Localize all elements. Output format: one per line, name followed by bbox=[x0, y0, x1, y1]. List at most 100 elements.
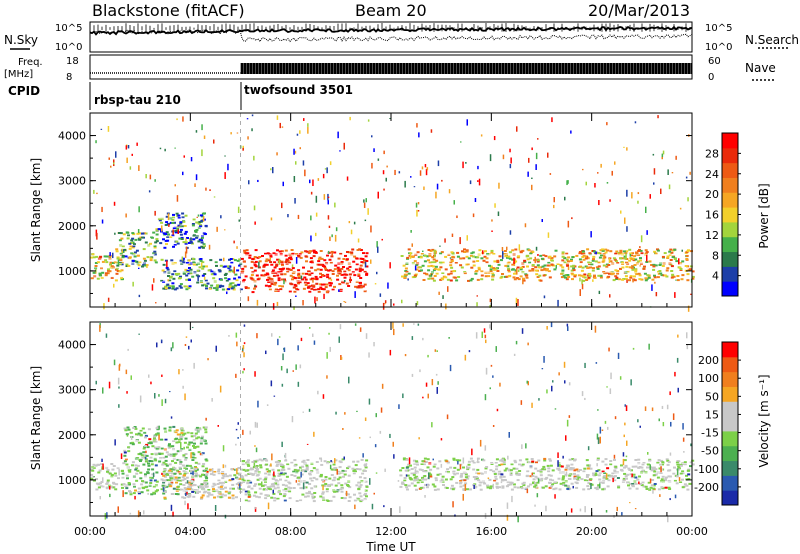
velocity-y-tick-label: 2000 bbox=[58, 429, 86, 442]
velocity-colorbar-tick-label: -15 bbox=[701, 427, 719, 440]
velocity-echo-region bbox=[240, 457, 369, 503]
power-colorbar-swatch bbox=[722, 236, 738, 253]
beam-title: Beam 20 bbox=[355, 1, 427, 20]
freq-tick-top: 18 bbox=[66, 56, 79, 67]
power-colorbar-swatch bbox=[722, 207, 738, 223]
velocity-ylabel: Slant Range [km] bbox=[29, 366, 43, 470]
power-colorbar-swatch bbox=[722, 177, 738, 193]
cpid-segment-0: rbsp-tau 210 bbox=[94, 93, 181, 107]
velocity-echo-region bbox=[398, 457, 695, 491]
power-echo-region bbox=[90, 253, 124, 282]
power-y-tick-label: 4000 bbox=[58, 130, 86, 143]
power-colorbar-swatch bbox=[722, 281, 738, 297]
noise-tick-right-top: 10^5 bbox=[705, 23, 732, 34]
power-ylabel: Slant Range [km] bbox=[29, 158, 43, 262]
velocity-colorbar-tick-label: 50 bbox=[705, 390, 719, 403]
x-tick-label: 20:00 bbox=[576, 525, 608, 538]
power-data bbox=[90, 113, 695, 312]
power-axes: 1000 2000 3000 4000 bbox=[58, 113, 693, 307]
velocity-data bbox=[90, 322, 695, 523]
velocity-colorbar-label: Velocity [m s⁻¹] bbox=[757, 374, 771, 467]
power-colorbar-swatch bbox=[722, 221, 738, 238]
power-colorbar-swatch bbox=[722, 251, 738, 267]
x-tick-label: 12:00 bbox=[375, 525, 407, 538]
x-tick-label: 00:00 bbox=[74, 525, 106, 538]
nsky-label: N.Sky bbox=[4, 33, 38, 47]
power-colorbar-tick-label: 24 bbox=[705, 168, 719, 181]
power-colorbar-swatch bbox=[722, 133, 738, 149]
velocity-y-tick-label: 1000 bbox=[58, 474, 86, 487]
nave-tick-top: 60 bbox=[708, 56, 721, 67]
velocity-colorbar-swatch bbox=[722, 490, 738, 506]
x-tick-label: 00:00 bbox=[676, 525, 708, 538]
velocity-y-tick-label: 4000 bbox=[58, 339, 86, 352]
velocity-colorbar-tick-label: -100 bbox=[694, 463, 719, 476]
power-colorbar-tick-label: 16 bbox=[705, 209, 719, 222]
nsearch-trace bbox=[89, 29, 693, 43]
x-tick-label: 04:00 bbox=[174, 525, 206, 538]
velocity-colorbar-swatch bbox=[722, 445, 738, 462]
velocity-colorbar-frame bbox=[721, 341, 739, 506]
velocity-colorbar-tick-label: -200 bbox=[694, 481, 719, 494]
power-colorbar-tick-label: 8 bbox=[712, 249, 719, 262]
nsearch-label: N.Search bbox=[745, 33, 799, 47]
noise-tick-left-top: 10^5 bbox=[55, 23, 82, 34]
velocity-colorbar-tick-label: 100 bbox=[698, 372, 719, 385]
power-y-tick-label: 3000 bbox=[58, 175, 86, 188]
power-echo-region bbox=[160, 257, 243, 291]
power-colorbar-tick-label: 4 bbox=[712, 270, 719, 283]
power-colorbar-swatch bbox=[722, 266, 738, 282]
velocity-colorbar: 200 100 50 15 -15 -50 -100 -200 bbox=[694, 341, 741, 506]
power-colorbar: 4 8 12 16 20 24 28 bbox=[705, 132, 741, 297]
freq-tick-bottom: 8 bbox=[66, 72, 72, 83]
velocity-colorbar-tick-label: 15 bbox=[705, 408, 719, 421]
power-colorbar-tick-label: 12 bbox=[705, 229, 719, 242]
x-axis-label: Time UT bbox=[365, 540, 416, 554]
power-colorbar-swatch bbox=[722, 192, 738, 208]
velocity-colorbar-swatch bbox=[722, 475, 738, 491]
nave-label: Nave bbox=[745, 61, 776, 75]
freq-label-line1: Freq. bbox=[18, 57, 43, 68]
velocity-scatter-echoes bbox=[93, 322, 692, 523]
power-scatter-echoes bbox=[93, 114, 693, 312]
velocity-colorbar-tick-label: -50 bbox=[701, 445, 719, 458]
velocity-colorbar-swatch bbox=[722, 342, 738, 358]
power-colorbar-swatch bbox=[722, 147, 738, 164]
velocity-axes: 1000 2000 3000 4000 bbox=[58, 322, 693, 516]
power-y-tick-label: 2000 bbox=[58, 220, 86, 233]
power-colorbar-swatch bbox=[722, 162, 738, 178]
velocity-colorbar-swatch bbox=[722, 386, 738, 402]
power-echo-region bbox=[115, 231, 158, 268]
station-title: Blackstone (fitACF) bbox=[92, 1, 245, 20]
velocity-colorbar-swatch bbox=[722, 416, 738, 432]
cpid-label: CPID bbox=[8, 84, 40, 98]
x-tick-label: 08:00 bbox=[275, 525, 307, 538]
power-y-tick-label: 1000 bbox=[58, 265, 86, 278]
freq-traces bbox=[90, 63, 692, 74]
freq-label-line2: [MHz] bbox=[4, 69, 33, 80]
velocity-colorbar-tick-label: 200 bbox=[698, 354, 719, 367]
power-echo-region bbox=[155, 212, 208, 249]
date-title: 20/Mar/2013 bbox=[588, 1, 690, 20]
freq-trace-segment-1 bbox=[240, 63, 692, 74]
velocity-y-tick-label: 3000 bbox=[58, 384, 86, 397]
power-colorbar-tick-label: 20 bbox=[705, 188, 719, 201]
nsky-trace bbox=[89, 25, 693, 36]
velocity-colorbar-swatch bbox=[722, 356, 738, 373]
power-colorbar-label: Power [dB] bbox=[757, 183, 771, 248]
noise-panel bbox=[89, 21, 693, 53]
nave-tick-bottom: 0 bbox=[708, 72, 714, 83]
noise-tick-left-bottom: 10^0 bbox=[55, 42, 82, 53]
power-colorbar-tick-label: 28 bbox=[705, 147, 719, 160]
cpid-segment-1: twofsound 3501 bbox=[244, 83, 353, 97]
noise-traces bbox=[89, 23, 693, 43]
x-tick-label: 16:00 bbox=[475, 525, 507, 538]
power-echo-region bbox=[398, 248, 695, 282]
velocity-colorbar-swatch bbox=[722, 371, 738, 387]
noise-tick-right-bottom: 10^0 bbox=[705, 42, 732, 53]
power-echo-region bbox=[240, 248, 369, 294]
velocity-colorbar-swatch bbox=[722, 460, 738, 476]
velocity-echo-region bbox=[90, 462, 126, 491]
velocity-echo-region bbox=[160, 466, 244, 500]
